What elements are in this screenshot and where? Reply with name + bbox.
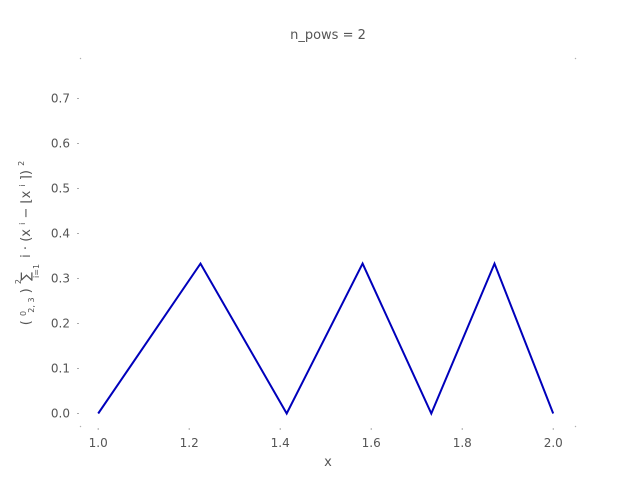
y-axis-ticks: 0.0 0.1 0.2 0.3 0.4 0.5 0.6 0.7: [51, 92, 79, 421]
ylabel-body-end: ⌉): [19, 170, 34, 180]
x-tick-label: 1.6: [362, 436, 381, 450]
y-tick-label: 0.6: [51, 137, 70, 151]
ylabel-binom-top: 0: [19, 311, 28, 316]
plot-frame-corners: [79, 57, 577, 428]
x-axis-ticks: 1.0 1.2 1.4 1.6 1.8 2.0: [89, 428, 563, 450]
ylabel-sum-bottom: i=1: [32, 264, 41, 278]
series-layer: [97, 260, 555, 416]
ylabel-binom-bottom: 2, 3: [27, 297, 36, 312]
ylabel-sum-sign: ∑: [19, 272, 34, 281]
ylabel-body-sup2: i: [18, 184, 27, 186]
ylabel-body-sup: i: [18, 223, 27, 225]
ylabel-left-paren: (: [19, 320, 34, 325]
ylabel-sum-top: 2: [14, 279, 23, 284]
x-tick-label: 1.2: [180, 436, 199, 450]
corner-bottom-right: [574, 425, 577, 428]
corner-top-right: [574, 57, 577, 60]
corner-top-left: [79, 57, 82, 60]
y-tick-label: 0.5: [51, 182, 70, 196]
y-tick-label: 0.0: [51, 407, 70, 421]
y-tick-label: 0.1: [51, 362, 70, 376]
y-tick-label: 0.4: [51, 227, 70, 241]
corner-bottom-left: [79, 425, 82, 428]
y-tick-label: 0.2: [51, 317, 70, 331]
x-tick-label: 2.0: [544, 436, 563, 450]
ylabel-body-pow: 2: [17, 161, 26, 166]
x-tick-label: 1.8: [453, 436, 472, 450]
y-tick-label: 0.7: [51, 92, 70, 106]
x-axis-label: x: [324, 455, 332, 470]
y-tick-label: 0.3: [51, 272, 70, 286]
series-line: [97, 260, 555, 416]
ylabel-body-mid: − ⌊x: [19, 190, 34, 218]
ylabel-right-paren: ): [19, 288, 34, 293]
y-axis-label: ( 0 2, 3 ) 2 ∑ i=1 i · (x i − ⌊x i ⌉) 2: [10, 161, 43, 325]
x-tick-label: 1.4: [271, 436, 290, 450]
ylabel-body: i · (x: [19, 229, 34, 258]
chart-title: n_pows = 2: [290, 28, 366, 43]
x-tick-label: 1.0: [89, 436, 108, 450]
